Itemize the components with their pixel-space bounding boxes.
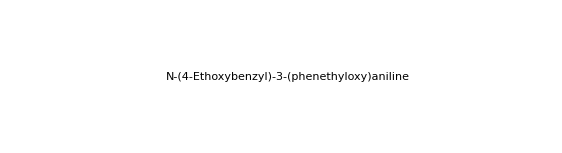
Text: N-(4-Ethoxybenzyl)-3-(phenethyloxy)aniline: N-(4-Ethoxybenzyl)-3-(phenethyloxy)anili… xyxy=(166,72,410,82)
